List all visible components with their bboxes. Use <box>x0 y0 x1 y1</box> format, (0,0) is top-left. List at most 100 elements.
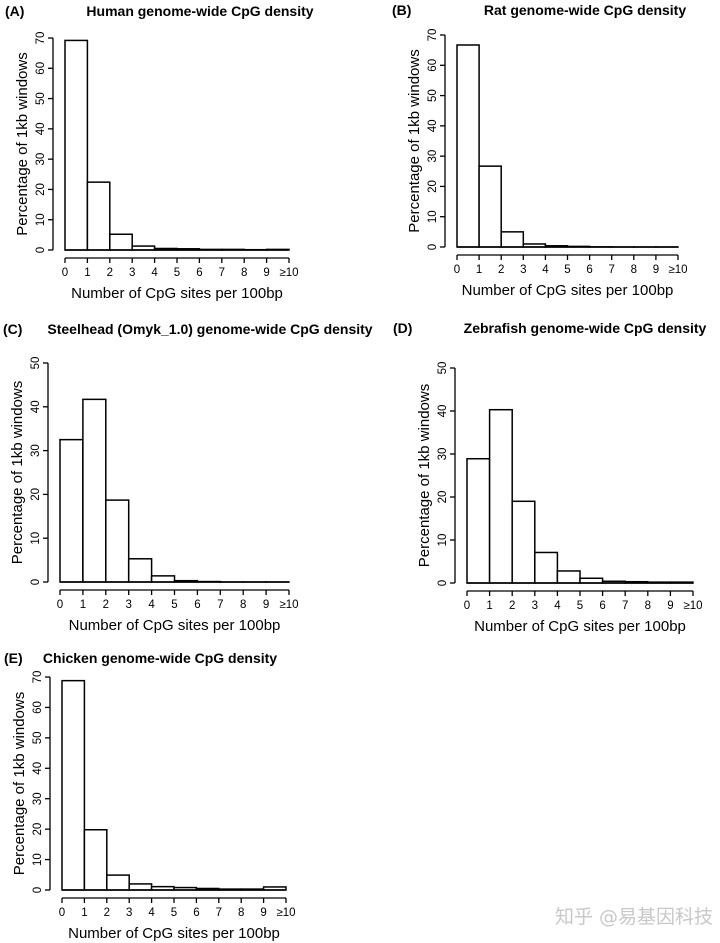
x-tick-label: 8 <box>238 907 244 919</box>
x-tick-label: ≥10 <box>279 267 298 279</box>
y-tick-label: 10 <box>32 853 44 866</box>
x-tick-label: 5 <box>577 600 583 612</box>
x-tick-label: 6 <box>196 267 202 279</box>
x-tick-label: 2 <box>107 267 113 279</box>
x-tick-label: 5 <box>564 264 570 276</box>
panel-label: (B) <box>392 2 411 18</box>
bar <box>105 499 130 583</box>
y-tick-label: 40 <box>35 122 47 135</box>
x-tick-label: 3 <box>532 600 538 612</box>
x-tick-label: 6 <box>193 907 199 919</box>
y-tick-label: 10 <box>30 532 42 545</box>
y-axis-label: Percentage of 1kb windows <box>11 692 28 875</box>
y-tick-label: 20 <box>30 488 42 501</box>
x-axis-label: Number of CpG sites per 100bp <box>462 282 674 299</box>
y-tick-label: 30 <box>437 448 449 461</box>
y-axis-label: Percentage of 1kb windows <box>406 49 423 232</box>
x-tick-label: 0 <box>59 907 65 919</box>
x-tick-label: 8 <box>241 267 247 279</box>
x-tick-label: 9 <box>667 600 673 612</box>
x-axis-label: Number of CpG sites per 100bp <box>71 285 283 302</box>
x-tick-label: 9 <box>653 264 659 276</box>
panel-label: (C) <box>3 321 22 337</box>
x-tick-label: 1 <box>84 267 90 279</box>
bar <box>556 570 581 584</box>
bar <box>106 874 130 891</box>
panel-e: (E) Chicken genome-wide CpG density010203… <box>4 650 296 942</box>
x-tick-label: 5 <box>171 599 177 611</box>
y-tick-label: 10 <box>437 534 449 547</box>
x-tick-label: 5 <box>171 907 177 919</box>
y-tick-label: 0 <box>30 579 42 585</box>
bar <box>82 398 107 583</box>
y-tick-label: 30 <box>427 150 439 163</box>
y-tick-label: 60 <box>427 59 439 72</box>
chart-title: Zebrafish genome-wide CpG density <box>464 320 707 336</box>
x-tick-label: 1 <box>80 599 86 611</box>
y-tick-label: 20 <box>35 183 47 196</box>
x-tick-label: 0 <box>454 264 460 276</box>
x-tick-label: 4 <box>151 267 158 279</box>
y-tick-label: 0 <box>35 247 47 253</box>
y-tick-label: 50 <box>427 89 439 102</box>
y-axis-label: Percentage of 1kb windows <box>14 52 31 235</box>
x-tick-label: ≥10 <box>668 264 687 276</box>
bar <box>83 829 108 891</box>
x-tick-label: 0 <box>62 267 68 279</box>
y-tick-label: 70 <box>32 671 44 684</box>
chart-title: Steelhead (Omyk_1.0) genome-wide CpG den… <box>47 321 372 337</box>
y-tick-label: 20 <box>32 823 44 836</box>
x-tick-label: 4 <box>148 907 155 919</box>
x-tick-label: ≥10 <box>279 599 298 611</box>
x-tick-label: 9 <box>263 267 269 279</box>
x-tick-label: ≥10 <box>683 600 702 612</box>
x-tick-label: 8 <box>631 264 637 276</box>
y-tick-label: 10 <box>427 210 439 223</box>
x-tick-label: 7 <box>219 267 225 279</box>
watermark: 知乎 @易基因科技 <box>555 906 714 928</box>
panel-label: (D) <box>393 320 412 336</box>
bar <box>456 44 480 248</box>
y-tick-label: 50 <box>35 92 47 105</box>
x-tick-label: 4 <box>542 264 549 276</box>
x-tick-label: 6 <box>586 264 592 276</box>
y-tick-label: 0 <box>32 887 44 893</box>
bar <box>150 575 176 583</box>
bar <box>59 438 84 583</box>
x-tick-label: 9 <box>260 907 266 919</box>
x-tick-label: 1 <box>486 600 492 612</box>
panel-b: (B) Rat genome-wide CpG density0102030405… <box>392 2 688 299</box>
x-tick-label: 2 <box>509 600 515 612</box>
x-axis-label: Number of CpG sites per 100bp <box>69 617 281 634</box>
bar <box>500 231 525 248</box>
y-tick-label: 20 <box>437 491 449 504</box>
panel-c: (C) Steelhead (Omyk_1.0) genome-wide CpG … <box>3 321 373 634</box>
x-tick-label: 4 <box>148 599 155 611</box>
x-tick-label: 2 <box>498 264 504 276</box>
x-tick-label: 4 <box>554 600 561 612</box>
bar <box>466 457 491 584</box>
y-tick-label: 30 <box>30 444 42 457</box>
y-tick-label: 40 <box>32 762 44 775</box>
y-tick-label: 20 <box>427 180 439 193</box>
y-tick-label: 70 <box>427 29 439 42</box>
bar <box>534 551 559 584</box>
y-tick-label: 30 <box>35 153 47 166</box>
bar <box>478 165 502 248</box>
x-tick-label: 7 <box>608 264 614 276</box>
x-tick-label: 7 <box>217 599 223 611</box>
y-tick-label: 30 <box>32 792 44 805</box>
x-axis-label: Number of CpG sites per 100bp <box>474 618 686 635</box>
panel-label: (E) <box>4 650 23 666</box>
x-tick-label: 3 <box>126 907 132 919</box>
x-tick-label: 1 <box>81 907 87 919</box>
panel-label: (A) <box>5 3 24 19</box>
x-tick-label: 9 <box>263 599 269 611</box>
x-tick-label: 3 <box>129 267 135 279</box>
x-tick-label: 2 <box>103 599 109 611</box>
bar <box>127 558 153 583</box>
y-tick-label: 10 <box>35 213 47 226</box>
chart-title: Rat genome-wide CpG density <box>484 2 686 18</box>
y-tick-label: 50 <box>30 357 42 370</box>
